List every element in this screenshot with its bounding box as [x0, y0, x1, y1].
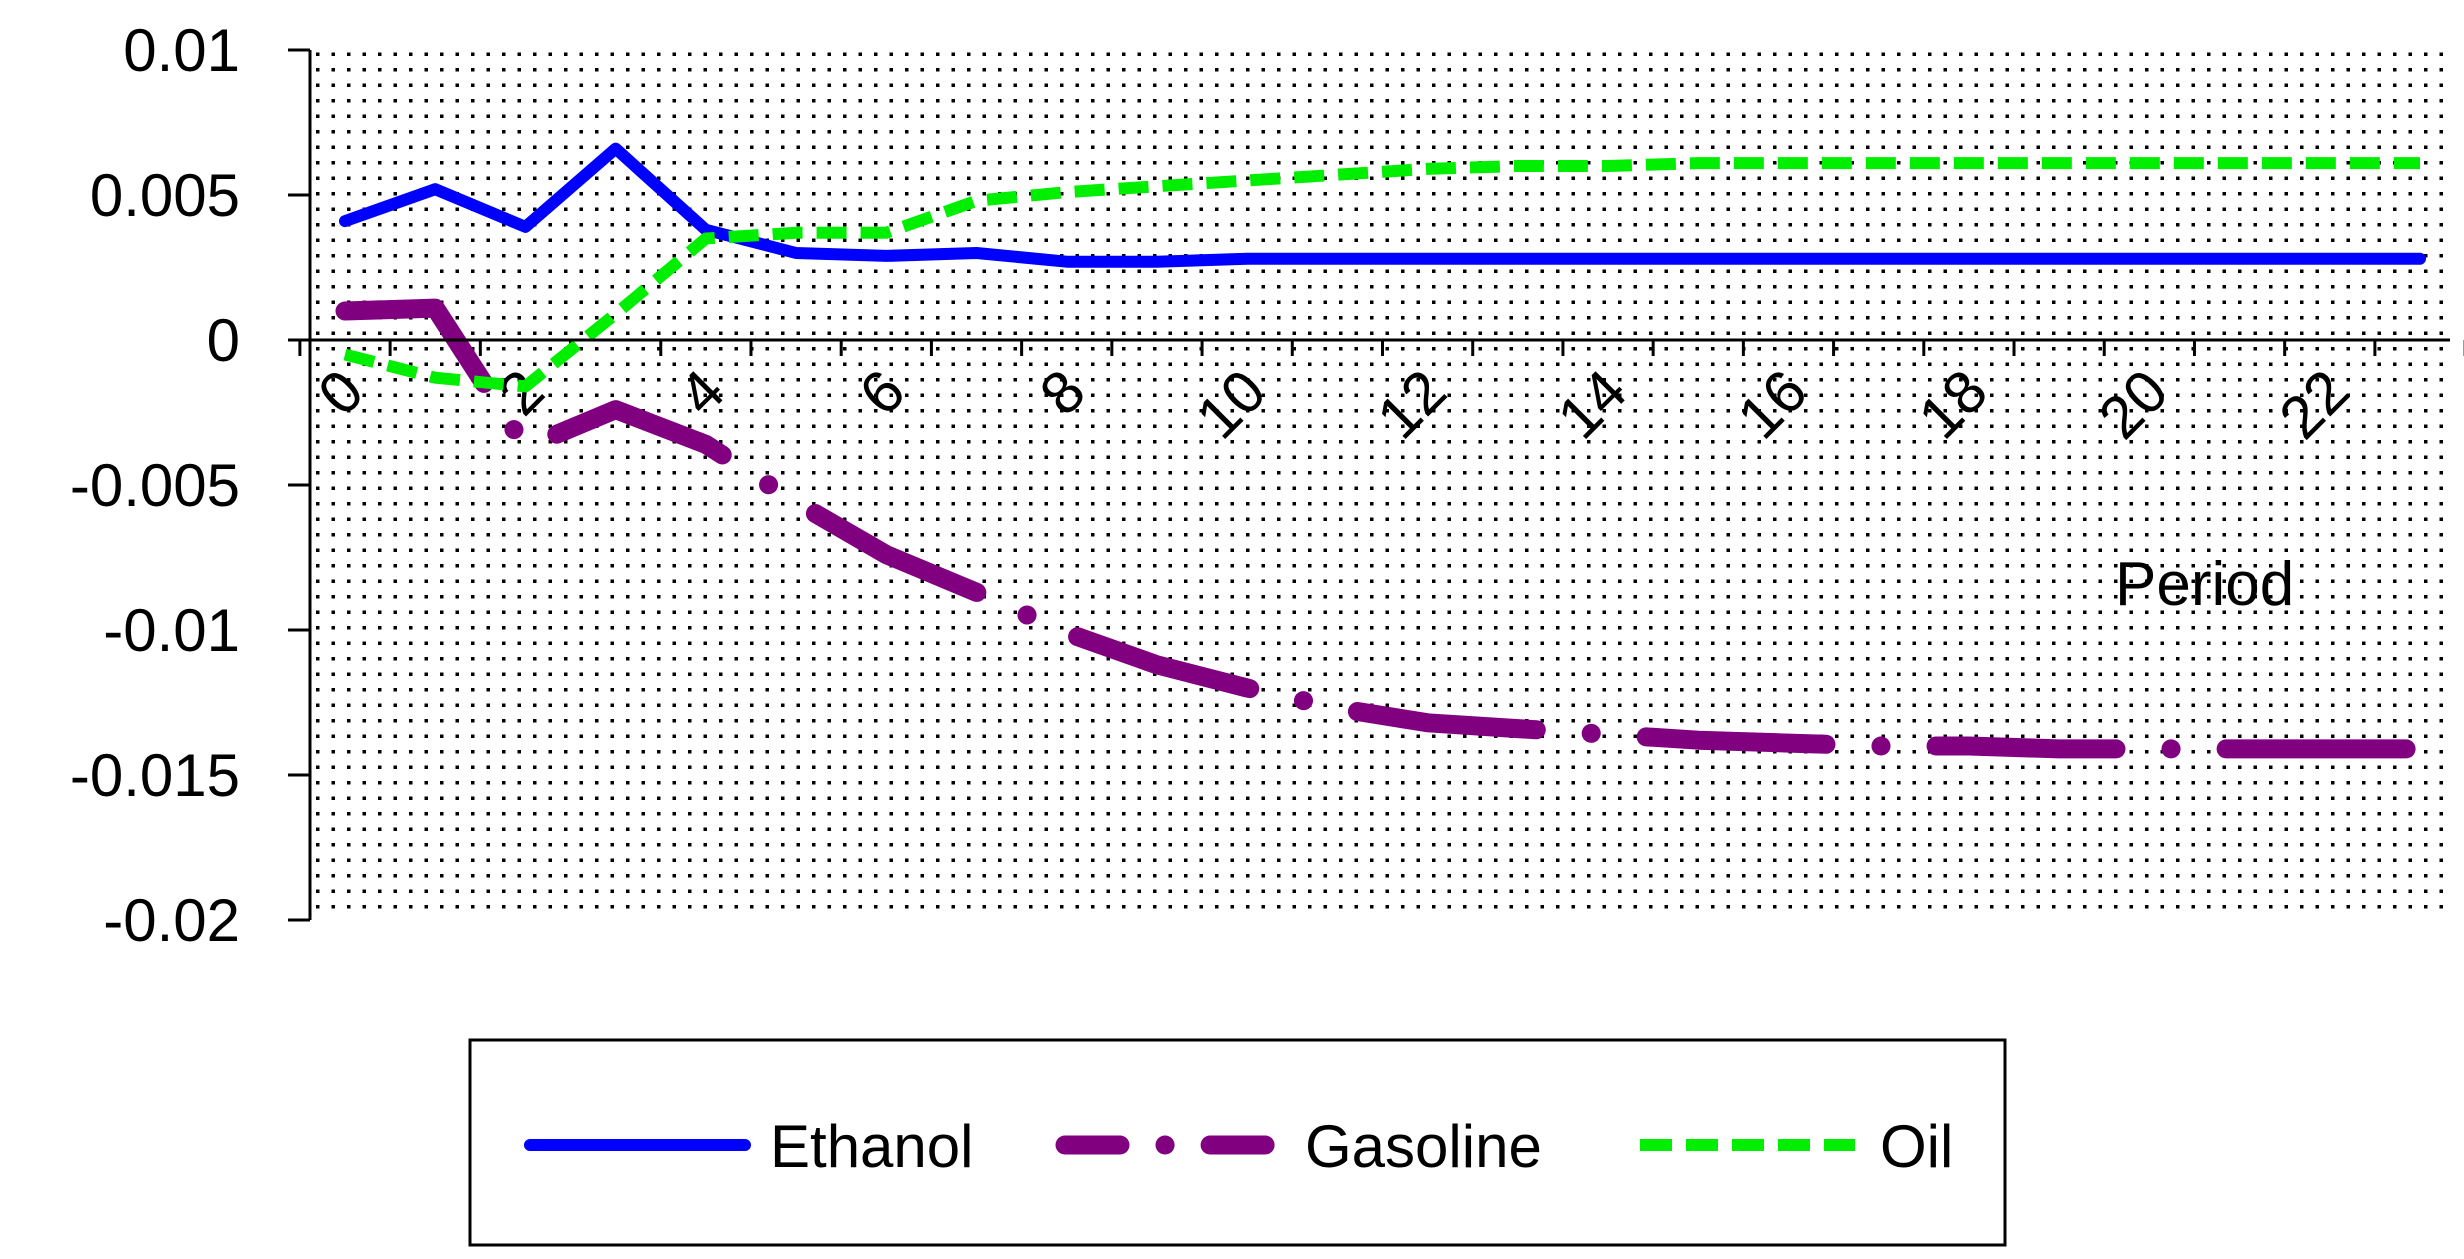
series-lines [335, 142, 2430, 759]
series-line-gasoline [335, 298, 2430, 759]
x-axis-title: Period [2115, 550, 2294, 619]
legend-label-oil: Oil [1880, 1113, 1953, 1180]
y-axis-ticks: 0.01 0.005 0 -0.005 -0.01 -0.015 -0.02 [70, 17, 310, 954]
y-tick-label: -0.015 [70, 742, 240, 809]
series-line-ethanol [339, 142, 2426, 268]
y-tick-label: -0.005 [70, 452, 240, 519]
plot-area-background [315, 50, 2450, 920]
legend: Ethanol Gasoline Oil [468, 1038, 2007, 1247]
y-tick-label: -0.01 [103, 597, 240, 664]
y-tick-label: -0.02 [103, 887, 240, 954]
legend-label-ethanol: Ethanol [770, 1113, 974, 1180]
y-tick-label: 0.005 [90, 162, 240, 229]
y-tick-label: 0 [207, 307, 240, 374]
legend-label-gasoline: Gasoline [1305, 1113, 1542, 1180]
series-line-oil [343, 157, 2420, 393]
y-tick-label: 0.01 [123, 17, 240, 84]
